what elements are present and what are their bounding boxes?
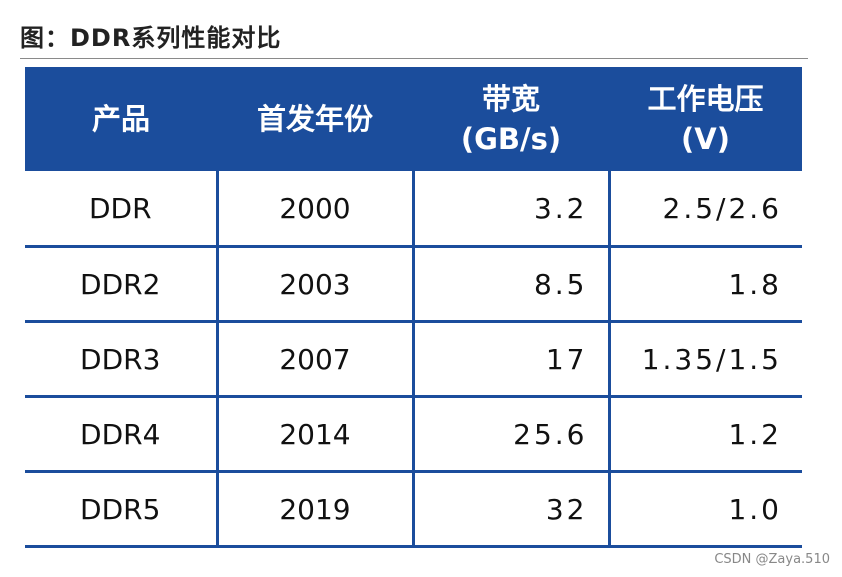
table-header-row: 产品 首发年份 带宽 (GB/s) 工作电压 (V) — [25, 67, 802, 171]
cell-voltage: 1.2 — [607, 396, 802, 473]
csdn-watermark: CSDN @Zaya.510 — [714, 552, 830, 567]
figure-title: 图：DDR系列性能对比 — [20, 24, 282, 52]
header-product: 产品 — [25, 67, 217, 171]
cell-year: 2003 — [215, 246, 413, 323]
title-divider — [20, 58, 808, 59]
header-bandwidth-unit: (GB/s) — [460, 122, 562, 156]
table-row: DDR2 2003 8.5 1.8 — [25, 246, 802, 323]
header-release-year-label: 首发年份 — [256, 102, 373, 136]
cell-bandwidth: 17 — [411, 321, 609, 398]
table-row: DDR5 2019 32 1.0 — [25, 471, 802, 548]
cell-year: 2019 — [215, 471, 413, 548]
cell-product: DDR5 — [25, 471, 217, 548]
cell-voltage: 1.8 — [607, 246, 802, 323]
cell-product: DDR — [25, 171, 217, 248]
header-voltage-label: 工作电压 — [647, 82, 764, 116]
cell-voltage: 2.5/2.6 — [607, 171, 802, 248]
header-bandwidth: 带宽 (GB/s) — [413, 67, 609, 171]
cell-year: 2000 — [215, 171, 413, 248]
header-voltage: 工作电压 (V) — [609, 67, 802, 171]
table-row: DDR3 2007 17 1.35/1.5 — [25, 321, 802, 398]
cell-product: DDR2 — [25, 246, 217, 323]
header-release-year: 首发年份 — [217, 67, 413, 171]
cell-bandwidth: 3.2 — [411, 171, 609, 248]
table-row: DDR 2000 3.2 2.5/2.6 — [25, 171, 802, 248]
header-bandwidth-label: 带宽 — [481, 82, 540, 116]
ddr-comparison-table: 产品 首发年份 带宽 (GB/s) 工作电压 (V) DDR 2000 3.2 … — [25, 67, 802, 548]
cell-voltage: 1.35/1.5 — [607, 321, 802, 398]
cell-bandwidth: 8.5 — [411, 246, 609, 323]
cell-bandwidth: 25.6 — [411, 396, 609, 473]
cell-product: DDR3 — [25, 321, 217, 398]
cell-year: 2014 — [215, 396, 413, 473]
cell-product: DDR4 — [25, 396, 217, 473]
header-voltage-unit: (V) — [681, 122, 730, 156]
cell-year: 2007 — [215, 321, 413, 398]
cell-voltage: 1.0 — [607, 471, 802, 548]
header-product-label: 产品 — [91, 102, 150, 136]
table-row: DDR4 2014 25.6 1.2 — [25, 396, 802, 473]
cell-bandwidth: 32 — [411, 471, 609, 548]
